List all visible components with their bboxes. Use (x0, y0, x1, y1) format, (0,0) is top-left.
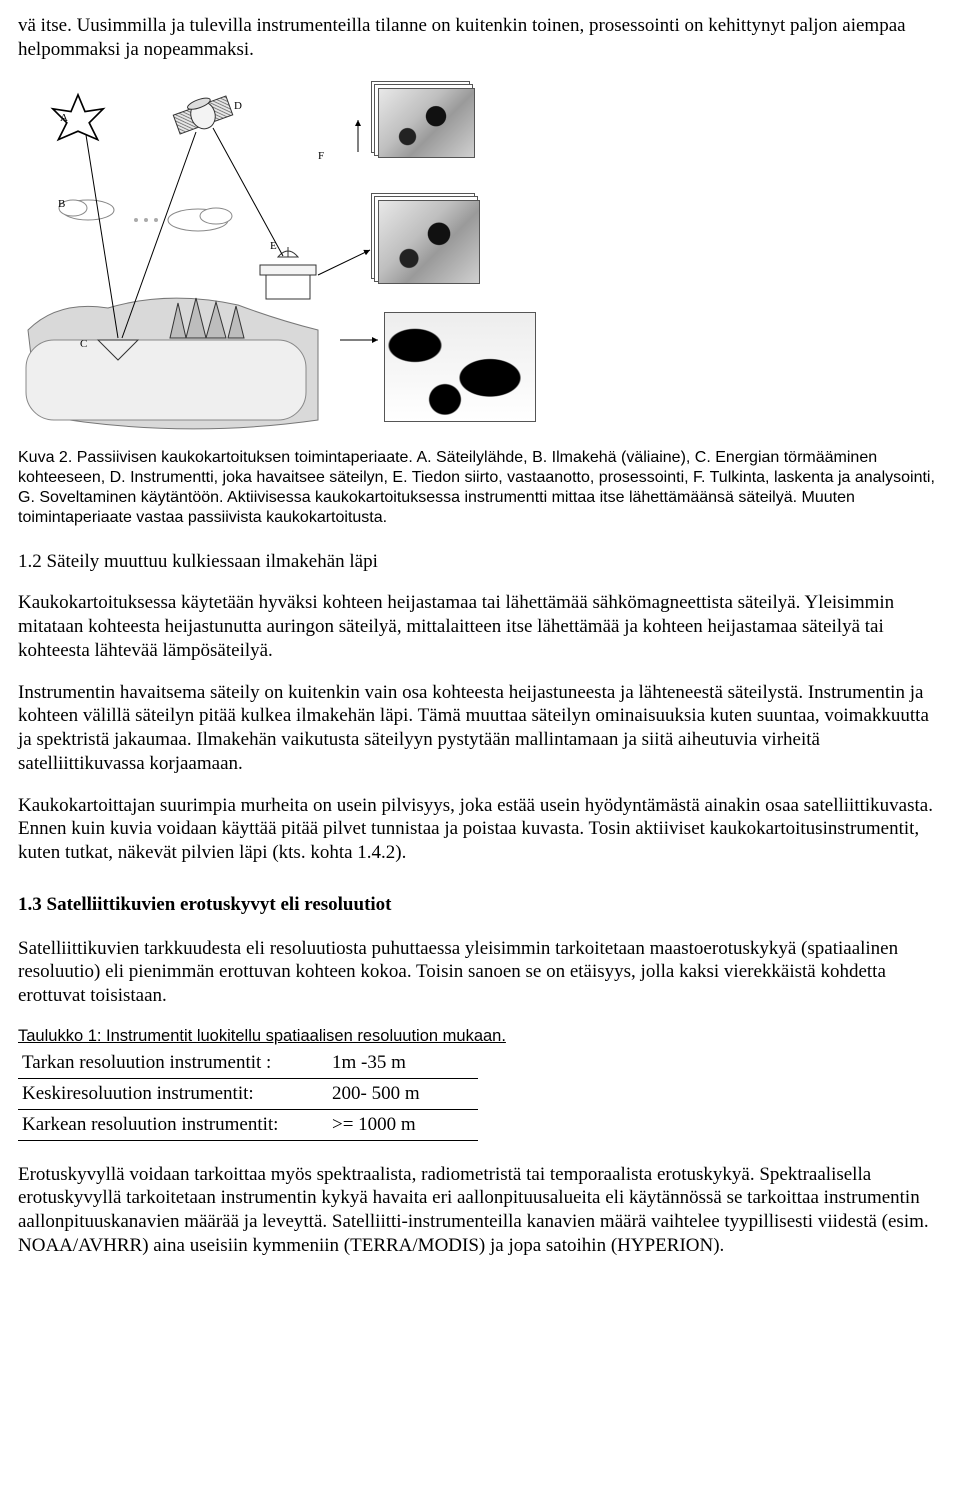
diagram-label-a: A (60, 112, 68, 126)
sample-image-mid (378, 200, 480, 284)
res-value: >= 1000 m (328, 1109, 478, 1140)
table-row: Karkean resoluution instrumentit: >= 100… (18, 1109, 478, 1140)
figure-2-caption: Kuva 2. Passiivisen kaukokartoituksen to… (18, 448, 942, 528)
res-value: 200- 500 m (328, 1079, 478, 1110)
table-row: Tarkan resoluution instrumentit : 1m -35… (18, 1048, 478, 1078)
para-1-2-1: Kaukokartoituksessa käytetään hyväksi ko… (18, 591, 942, 662)
section-1-2-title: 1.2 Säteily muuttuu kulkiessaan ilmakehä… (18, 550, 942, 574)
sample-image-bottom (384, 312, 536, 422)
intro-paragraph: vä itse. Uusimmilla ja tulevilla instrum… (18, 14, 942, 62)
table-1-caption: Taulukko 1: Instrumentit luokitellu spat… (18, 1026, 942, 1047)
para-1-2-3: Kaukokartoittajan suurimpia murheita on … (18, 794, 942, 865)
resolution-table: Tarkan resoluution instrumentit : 1m -35… (18, 1048, 478, 1140)
res-label: Karkean resoluution instrumentit: (18, 1109, 328, 1140)
diagram-label-f: F (318, 150, 324, 164)
section-1-3-title: 1.3 Satelliittikuvien erotuskyvyt eli re… (18, 893, 942, 917)
para-1-3-2: Erotuskyvyllä voidaan tarkoittaa myös sp… (18, 1163, 942, 1258)
para-1-2-2: Instrumentin havaitsema säteily on kuite… (18, 681, 942, 776)
res-value: 1m -35 m (328, 1048, 478, 1078)
res-label: Tarkan resoluution instrumentit : (18, 1048, 328, 1078)
table-row: Keskiresoluution instrumentit: 200- 500 … (18, 1079, 478, 1110)
diagram-label-d: D (234, 100, 242, 114)
para-1-3-1: Satelliittikuvien tarkkuudesta eli resol… (18, 937, 942, 1008)
diagram-label-b: B (58, 198, 65, 212)
sample-image-top (378, 88, 475, 158)
figure-2-diagram: A B C D E F (18, 80, 578, 440)
diagram-label-e: E (270, 240, 277, 254)
res-label: Keskiresoluution instrumentit: (18, 1079, 328, 1110)
diagram-label-c: C (80, 338, 87, 352)
